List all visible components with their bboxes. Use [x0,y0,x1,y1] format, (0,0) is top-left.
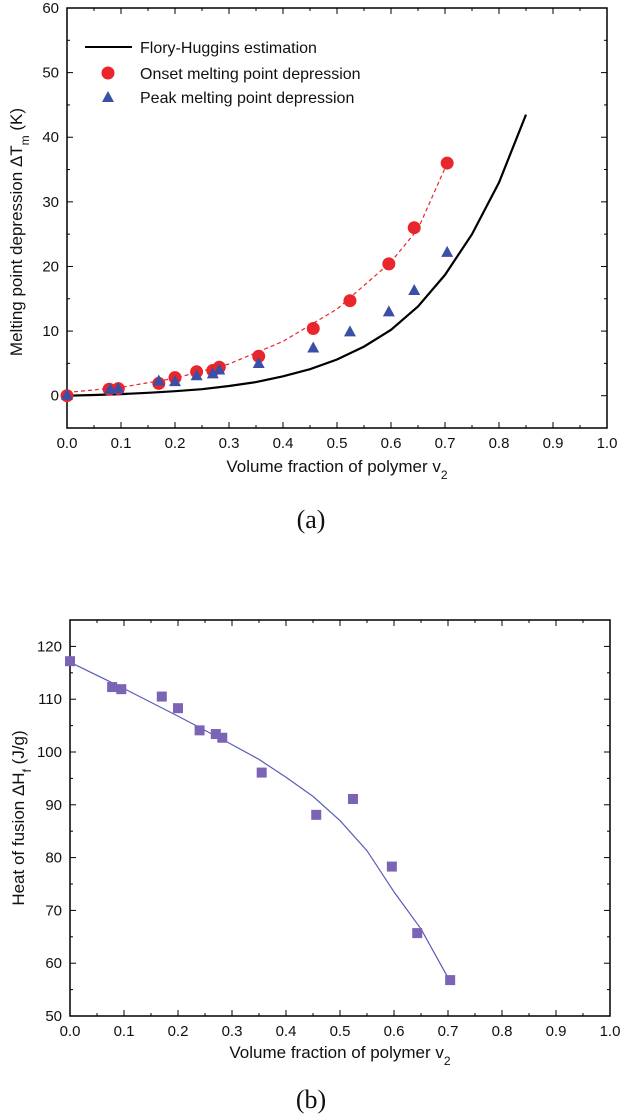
x-tick-label: 0.6 [384,1023,405,1040]
x-tick-label: 0.2 [165,435,186,452]
data-point-square [65,656,75,667]
panel-caption-a: (a) [297,505,326,534]
panel-caption-b: (b) [296,1085,326,1114]
x-tick-label: 0.9 [543,435,564,452]
x-tick-label: 0.9 [546,1023,567,1040]
data-point-triangle [206,367,219,379]
x-tick-labels: 0.0 0.1 0.2 0.3 0.4 0.5 0.6 0.7 0.8 0.9 1.0 [57,435,618,452]
data-point-circle [407,221,421,235]
data-point-triangle [112,382,125,394]
legend-marker-peak [102,91,114,102]
x-tick-label: 0.5 [327,435,348,452]
data-point-triangle [152,374,165,386]
data-point-circle [440,156,454,170]
data-point-square [156,691,167,702]
y-tick-label: 10 [42,323,59,340]
legend-marker-onset [101,66,115,80]
x-tick-label: 0.6 [381,435,402,452]
x-tick-label: 0.7 [435,435,456,452]
fit-line [66,162,448,394]
y-tick-label: 40 [42,129,59,146]
legend: Flory-Huggins estimation Onset melting p… [85,40,361,107]
y-tick-labels: 50 60 70 80 90 100 110 120 [37,638,62,1025]
legend-label-onset: Onset melting point depression [140,66,361,83]
data-point-triangle [252,357,265,369]
chart-panel-a: 0.0 0.1 0.2 0.3 0.4 0.5 0.6 0.7 0.8 0.9 1.0 0 10 20 3… [7,0,617,534]
axis-ticks [69,620,611,1017]
x-tick-label: 0.0 [60,1023,81,1040]
y-axis-title: Heat of fusion ΔHf (J/g) [9,730,34,905]
x-axis-title: Volume fraction of polymer v2 [226,457,447,482]
axis-ticks [66,7,608,428]
x-tick-label: 0.7 [438,1023,459,1040]
data-point-square [107,682,118,693]
data-point-square [311,809,322,820]
x-axis-title: Volume fraction of polymer v2 [229,1043,450,1068]
series-layer [60,114,528,403]
data-point-triangle [382,305,395,317]
data-point-circle [306,321,320,335]
data-point-square [194,725,205,736]
y-tick-label: 0 [51,388,59,405]
data-point-circle [382,257,396,271]
y-tick-label: 50 [45,1008,62,1025]
y-tick-label: 20 [42,258,59,275]
data-point-square [210,729,221,740]
series-line [66,114,528,397]
y-tick-label: 90 [45,797,62,814]
x-tick-label: 0.8 [492,1023,513,1040]
y-tick-label: 100 [37,744,62,761]
data-point-square [445,975,456,986]
y-tick-labels: 0 10 20 30 40 50 60 [42,0,59,405]
data-point-circle [343,294,357,308]
y-tick-label: 50 [42,65,59,82]
data-point-triangle [104,382,117,394]
x-tick-label: 0.5 [330,1023,351,1040]
data-point-triangle [213,363,226,375]
x-tick-label: 0.1 [111,435,132,452]
x-tick-label: 1.0 [597,435,618,452]
x-tick-labels: 0.0 0.1 0.2 0.3 0.4 0.5 0.6 0.7 0.8 0.9 1.0 [60,1023,621,1040]
data-point-square [412,928,423,939]
data-point-triangle [343,325,356,337]
y-tick-label: 120 [37,638,62,655]
chart-panel-b: 0.0 0.1 0.2 0.3 0.4 0.5 0.6 0.7 0.8 0.9 1.0 50 60 70… [9,619,621,1114]
data-point-square [217,732,228,743]
data-point-triangle [169,375,181,387]
x-tick-label: 0.4 [273,435,294,452]
data-point-triangle [408,284,421,296]
data-point-triangle [441,245,454,257]
plot-frame [69,619,611,1017]
data-point-triangle [307,341,320,353]
data-point-triangle [190,369,203,381]
y-axis-title: Melting point depression ΔTm (K) [7,108,32,356]
x-tick-label: 0.0 [57,435,78,452]
series-layer [65,656,456,986]
y-tick-label: 110 [38,691,62,708]
x-tick-label: 1.0 [600,1023,621,1040]
data-point-square [116,684,127,695]
data-point-circle [252,349,266,363]
x-tick-label: 0.8 [489,435,510,452]
legend-label-peak: Peak melting point depression [140,90,354,107]
legend-label-flory-huggins: Flory-Huggins estimation [140,40,317,57]
fit-line [69,661,451,982]
data-point-triangle [61,388,73,400]
data-point-square [386,861,397,872]
x-tick-label: 0.3 [222,1023,243,1040]
data-point-square [256,767,267,778]
y-tick-label: 60 [42,0,59,17]
y-tick-label: 30 [42,194,59,211]
x-tick-label: 0.3 [219,435,240,452]
data-point-square [347,793,358,804]
y-tick-label: 60 [45,955,62,972]
data-point-square [173,703,183,714]
x-tick-label: 0.2 [168,1023,189,1040]
x-tick-label: 0.4 [276,1023,297,1040]
y-tick-label: 70 [45,902,62,919]
x-tick-label: 0.1 [114,1023,135,1040]
y-tick-label: 80 [45,850,62,867]
